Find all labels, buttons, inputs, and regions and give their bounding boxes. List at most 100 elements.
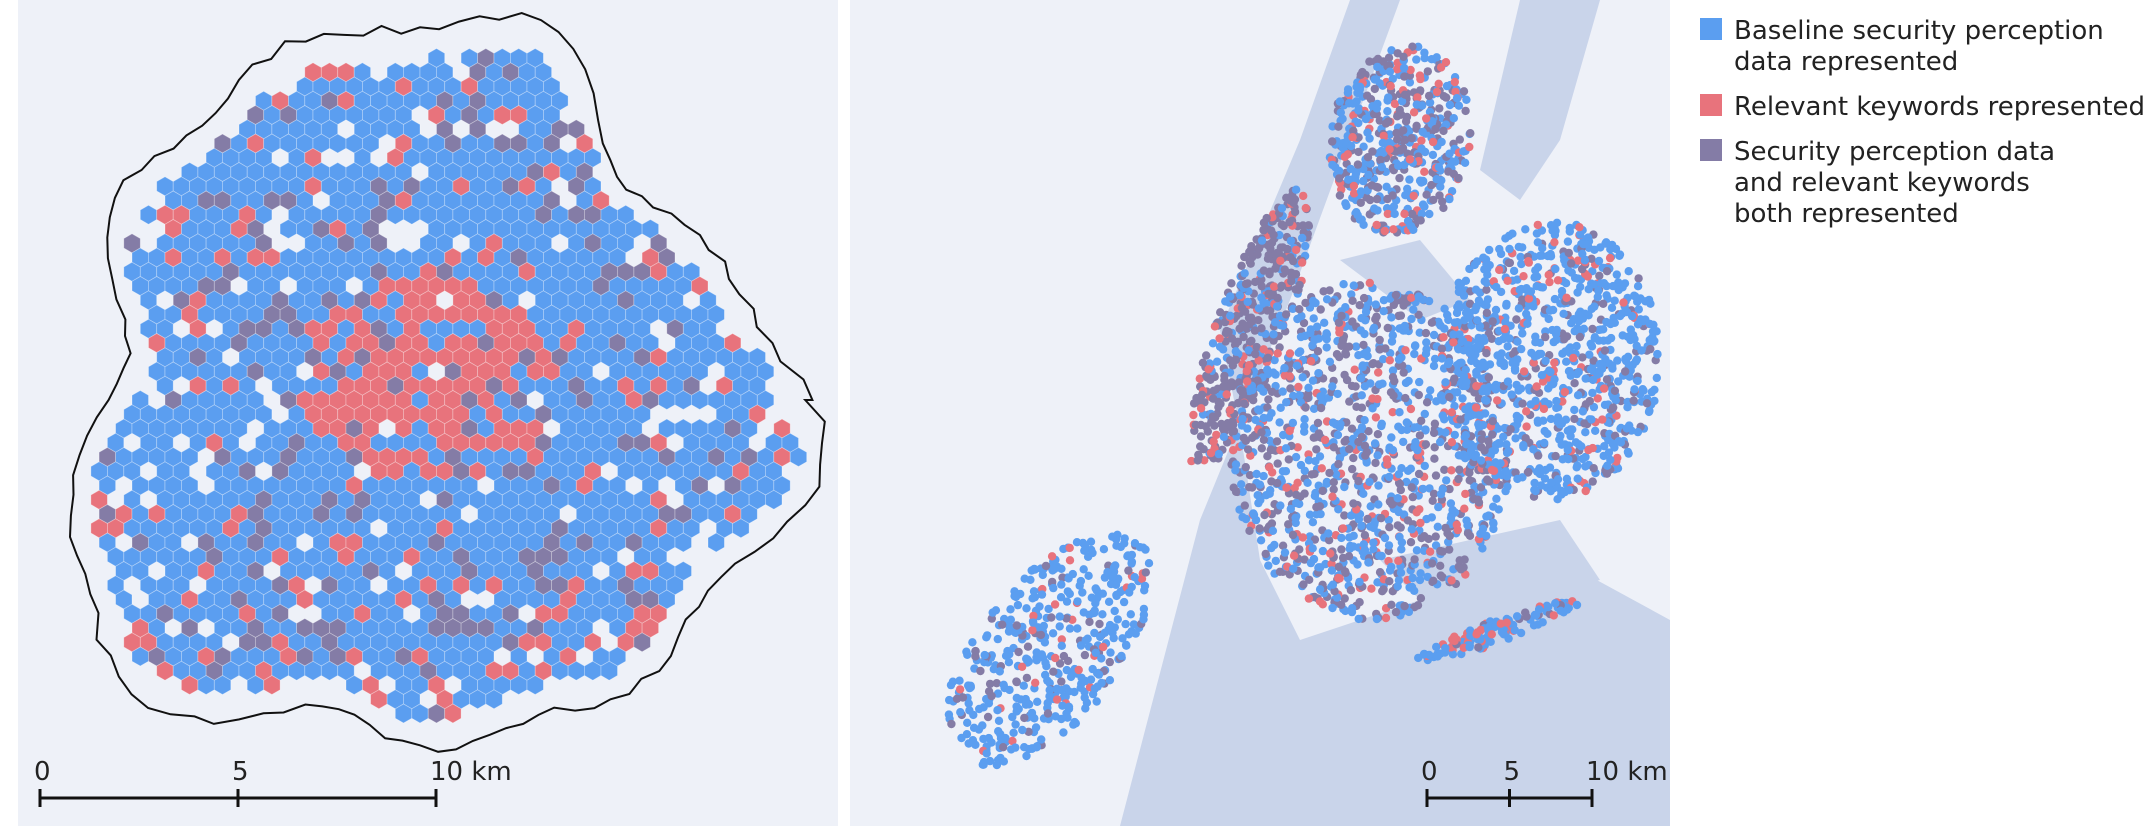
hex-dot [1612,270,1622,279]
hex-dot [1458,394,1467,403]
hex-dot [1278,321,1288,330]
hex-dot [1288,530,1298,540]
hex-dot [1408,42,1417,51]
hex-dot [1623,352,1633,361]
hex-dot [1449,330,1458,339]
hex-dot [1577,442,1586,451]
hex-dot [1263,452,1272,461]
hex-dot [1318,486,1327,496]
hex-dot [1218,424,1228,433]
hex-dot [1322,295,1332,304]
hex-dot [1501,234,1510,243]
hex-dot [1226,311,1235,320]
hex-dot [1481,362,1490,371]
hex-dot [1304,221,1313,230]
hex-dot [1040,638,1050,647]
hex-dot [1420,532,1429,541]
hex-dot [1573,324,1582,333]
hex-dot [1453,388,1462,397]
hex-dot [1487,630,1497,639]
hex-dot [1518,329,1527,338]
hex-dot [1033,697,1042,706]
hex-dot [1292,361,1302,370]
hex-dot [1482,278,1491,287]
hex-dot [1299,318,1309,328]
hex-dot [1489,502,1498,511]
hex-dot [1541,356,1550,366]
hex-dot [1130,573,1139,582]
hex-dot [1403,516,1413,525]
hex-dot [1322,330,1332,339]
hex-dot [1419,650,1429,659]
hex-dot [1287,268,1296,278]
hex-dot [1441,643,1450,653]
hex-dot [1300,466,1310,475]
hex-dot [1272,437,1282,446]
hex-dot [1206,448,1216,458]
hex-dot [1385,577,1394,586]
hex-dot [1513,474,1522,484]
hex-dot [1533,220,1543,230]
hex-dot [1246,245,1256,255]
hex-dot [1581,428,1590,437]
hex-dot [1546,249,1555,259]
hex-dot [1058,573,1067,582]
hex-dot [1599,325,1608,334]
hex-dot [1410,586,1419,595]
hex-dot [1373,451,1382,460]
hex-dot [1357,215,1366,224]
hex-dot [1467,446,1476,455]
hex-dot [1259,435,1269,444]
hex-dot [1288,304,1298,313]
hex-dot [1418,101,1427,110]
hex-dot [1406,65,1415,75]
hex-dot [1286,236,1296,246]
hex-dot [1633,376,1642,386]
hex-dot [1353,160,1363,169]
hex-dot [1298,233,1307,243]
hex-dot [1335,191,1345,200]
hex-dot [1633,427,1643,437]
hex-dot [1579,324,1589,333]
hex-dot [1328,603,1337,613]
hex-dot [1482,349,1491,358]
hex-dot [1305,510,1315,519]
hex-dot [1079,565,1088,574]
hex-dot [1373,430,1383,439]
hex-dot [1537,371,1547,380]
hex-dot [1065,624,1075,633]
hex-dot [1029,618,1038,627]
hex-dot [1447,576,1456,585]
scale-label: 0 [1421,757,1438,787]
hex-dot [987,738,996,747]
hex-dot [1561,415,1571,424]
hex-dot [1612,411,1621,420]
hex-dot [1367,181,1377,190]
hex-dot [1261,299,1270,309]
hex-dot [1483,295,1493,304]
hex-dot [1587,415,1596,424]
hex-dot [968,638,977,647]
hex-dot [1280,265,1290,274]
hex-dot [1273,349,1282,358]
hex-dot [1401,393,1410,403]
hex-dot [1570,379,1579,388]
hex-dot [1359,142,1368,151]
hex-dot [1017,662,1027,671]
hex-dot [1524,467,1533,477]
hex-dot [1420,461,1430,471]
hex-dot [1427,318,1437,327]
hex-dot [1012,677,1021,687]
hex-dot [1445,545,1454,554]
hex-dot [1529,445,1538,454]
right-map [944,42,1662,770]
hex-dot [1328,382,1337,391]
hex-dot [1309,404,1319,413]
hex-dot [1403,466,1413,475]
hex-dot [1349,281,1359,290]
hex-dot [1384,541,1394,550]
hex-dot [1204,365,1213,374]
hex-dot [1245,526,1254,535]
hex-dot [1266,445,1276,455]
hex-dot [975,704,984,714]
